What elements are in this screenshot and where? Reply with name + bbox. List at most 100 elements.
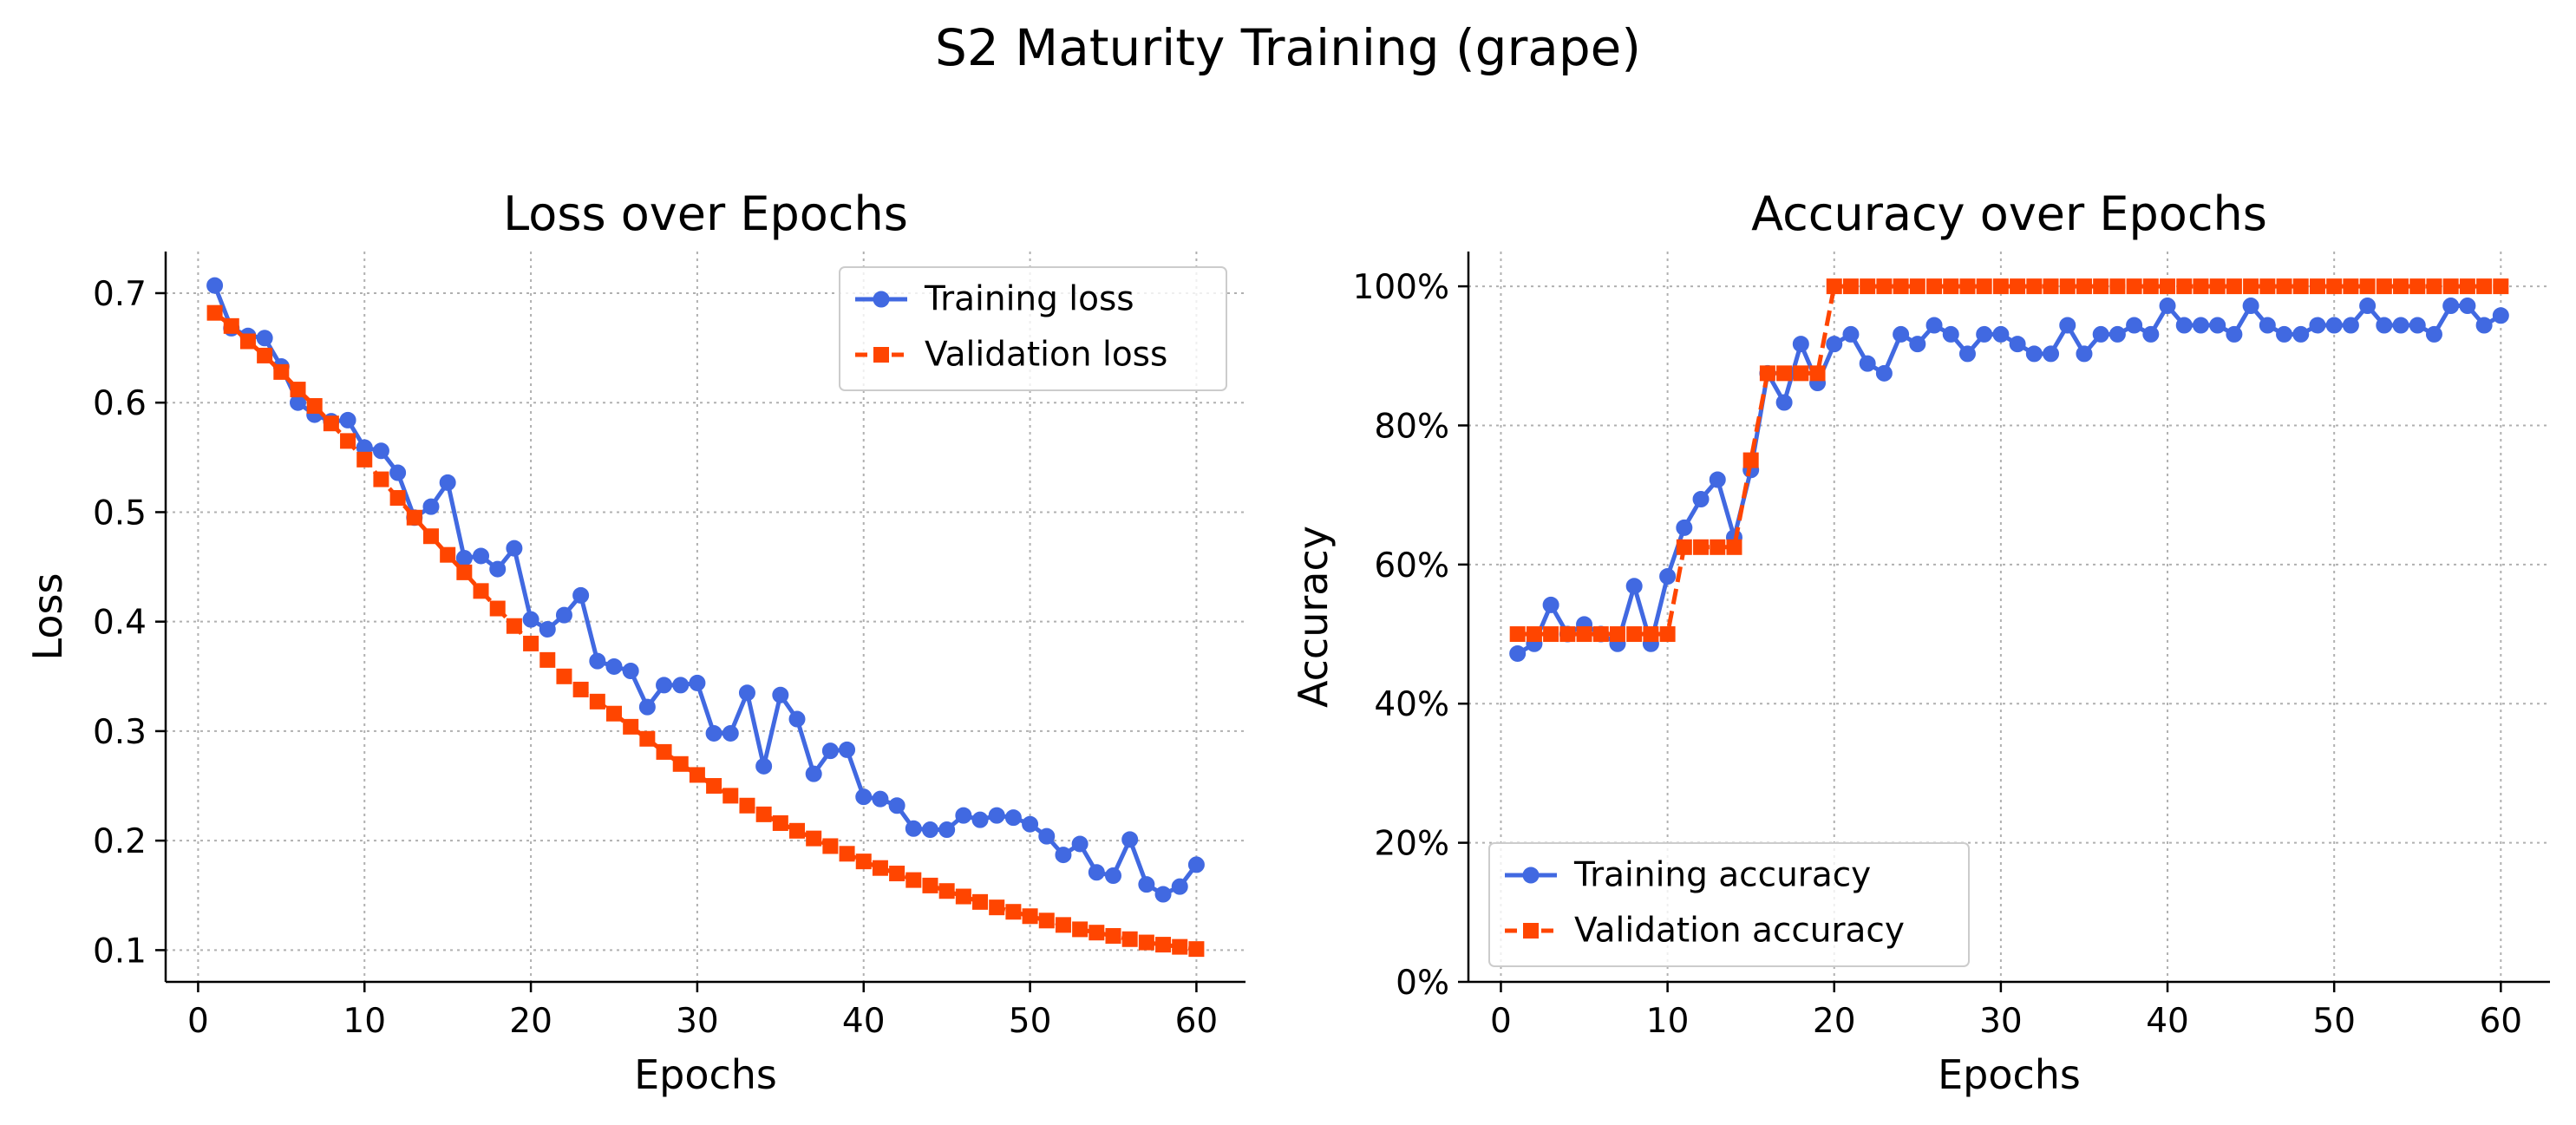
loss-chart-validation-loss-point <box>1005 904 1022 920</box>
accuracy-chart-x-axis-label: Epochs <box>1938 1051 2081 1098</box>
loss-chart-training-loss-point <box>372 442 389 460</box>
loss-chart-validation-loss-point <box>855 854 872 870</box>
accuracy-chart-legend-frame <box>1488 842 1970 967</box>
loss-chart-training-loss-point <box>955 807 972 824</box>
loss-chart-training-loss-point <box>971 811 989 828</box>
accuracy-chart-title: Accuracy over Epochs <box>1751 186 2267 241</box>
accuracy-chart-training-accuracy-point <box>1709 471 1726 488</box>
accuracy-chart-training-accuracy-point <box>1676 519 1693 536</box>
loss-chart-x-axis-label: Epochs <box>634 1051 777 1098</box>
loss-chart-training-loss-point <box>489 560 507 578</box>
accuracy-chart-validation-accuracy-point <box>1710 539 1726 555</box>
loss-chart-training-loss-point <box>1088 864 1105 881</box>
accuracy-chart-validation-accuracy-point <box>1976 278 1992 295</box>
loss-chart-validation-loss-point <box>623 718 639 735</box>
loss-chart-training-loss-point <box>339 411 356 428</box>
loss-chart-training-loss-point <box>1138 876 1155 893</box>
loss-chart-title: Loss over Epochs <box>503 186 908 241</box>
loss-chart-validation-loss-point <box>872 860 888 876</box>
accuracy-chart-validation-accuracy-point <box>2442 278 2459 295</box>
accuracy-chart-validation-accuracy-point <box>1626 626 1643 643</box>
loss-chart-training-loss-point <box>572 586 590 604</box>
loss-chart-training-loss-point <box>506 540 523 557</box>
accuracy-chart-series <box>1509 278 2509 663</box>
accuracy-chart-validation-accuracy-point <box>1809 365 1826 382</box>
loss-chart-training-loss-point <box>821 742 839 760</box>
loss-chart-validation-loss-point <box>323 415 339 432</box>
accuracy-chart-training-accuracy-point <box>2259 317 2276 334</box>
loss-chart-training-loss-point <box>839 741 856 758</box>
loss-chart-training-loss-point <box>555 606 572 624</box>
accuracy-chart-y-tick-label: 40% <box>1374 685 1449 724</box>
accuracy-chart-validation-accuracy-point <box>2043 278 2059 295</box>
loss-chart-legend-frame <box>839 266 1227 391</box>
accuracy-chart-legend-marker <box>1522 867 1540 884</box>
accuracy-chart-training-accuracy-point <box>2175 317 2193 334</box>
accuracy-chart-validation-accuracy-point <box>1842 278 1859 295</box>
loss-chart-validation-loss-point <box>456 564 473 580</box>
accuracy-chart-training-accuracy-point <box>2459 298 2476 315</box>
accuracy-chart-validation-accuracy-point <box>2243 278 2259 295</box>
accuracy-chart-validation-accuracy-point <box>1676 539 1692 555</box>
loss-chart-x-tick-label: 10 <box>343 1002 386 1041</box>
accuracy-chart-x-tick-label: 30 <box>1979 1002 2023 1041</box>
accuracy-chart-legend-symbol-training <box>1505 867 1557 884</box>
loss-chart-validation-loss-point <box>739 797 755 814</box>
loss-chart-legend-label-validation: Validation loss <box>925 336 1167 375</box>
accuracy-chart-training-accuracy-point <box>2309 317 2326 334</box>
accuracy-chart-x-tick-label: 40 <box>2146 1002 2189 1041</box>
loss-chart-validation-loss-point <box>223 317 239 334</box>
accuracy-chart-validation-accuracy-point <box>2109 278 2126 295</box>
accuracy-chart-training-accuracy-point <box>1942 325 1959 343</box>
accuracy-chart-training-accuracy-point <box>2292 325 2310 343</box>
accuracy-chart-training-accuracy-point <box>1976 325 1993 343</box>
loss-chart-training-loss-point <box>905 820 922 837</box>
loss-chart-y-tick-label: 0.5 <box>93 494 147 533</box>
loss-chart-validation-loss-point <box>972 893 989 910</box>
loss-chart-validation-loss-point <box>989 899 1005 916</box>
loss-chart-legend-marker <box>873 291 890 308</box>
loss-chart-x-tick-label: 30 <box>676 1002 719 1041</box>
loss-chart: 0 10 20 30 40 50 60 0.1 0.2 0.3 0.4 0.5 0.6 0.7 Loss … <box>24 186 1246 1098</box>
loss-chart-training-loss-point <box>256 330 273 347</box>
loss-chart-legend-label-training: Training loss <box>924 280 1134 319</box>
accuracy-chart-validation-accuracy-point <box>1526 626 1542 643</box>
accuracy-chart-training-accuracy-point <box>1625 578 1643 595</box>
loss-chart-training-loss-point <box>422 498 440 515</box>
loss-chart-training-loss-point <box>705 724 722 742</box>
accuracy-chart-training-accuracy-point <box>2409 317 2426 334</box>
accuracy-chart-validation-accuracy-point <box>2426 278 2442 295</box>
accuracy-chart-validation-accuracy-point <box>2459 278 2475 295</box>
accuracy-chart-validation-accuracy-point <box>2076 278 2092 295</box>
accuracy-chart-validation-accuracy-point <box>1576 626 1592 643</box>
loss-chart-validation-loss-point <box>340 433 356 449</box>
loss-chart-x-tick-label: 40 <box>842 1002 886 1041</box>
accuracy-chart-training-accuracy-point <box>1775 394 1793 411</box>
loss-chart-training-loss-point <box>1104 867 1121 885</box>
accuracy-chart-training-accuracy-point <box>2342 317 2359 334</box>
accuracy-chart-x-tick-label: 10 <box>1646 1002 1690 1041</box>
accuracy-chart-training-accuracy-point <box>1875 364 1893 382</box>
accuracy-chart-training-accuracy-point <box>1958 345 1976 363</box>
accuracy-chart-legend-label-validation: Validation accuracy <box>1574 912 1905 951</box>
loss-chart-validation-loss-point <box>306 397 323 414</box>
loss-chart-training-loss-point <box>772 686 789 703</box>
loss-chart-validation-loss-point <box>922 877 938 893</box>
accuracy-chart-ticks: 0 10 20 30 40 50 60 0% 20% 40% 60% 80% 100% <box>1353 268 2523 1041</box>
accuracy-chart-training-accuracy-point <box>2492 307 2509 324</box>
loss-chart-validation-loss-point <box>1121 931 1138 947</box>
accuracy-chart-training-accuracy-point <box>2359 298 2377 315</box>
accuracy-chart-validation-accuracy-point <box>2376 278 2392 295</box>
loss-chart-validation-loss-point <box>356 451 373 468</box>
accuracy-chart-training-accuracy-point <box>2009 336 2026 353</box>
accuracy-chart-training-accuracy-point <box>2226 325 2243 343</box>
accuracy-chart-validation-accuracy-point <box>1959 278 1976 295</box>
accuracy-chart-validation-accuracy-point <box>1992 278 2009 295</box>
loss-chart-validation-loss-point <box>806 830 822 847</box>
accuracy-chart-training-accuracy-point <box>2276 325 2293 343</box>
loss-chart-training-loss-point <box>522 611 539 628</box>
loss-chart-validation-loss-point <box>539 651 556 668</box>
loss-chart-validation-loss-point <box>938 883 955 899</box>
loss-chart-validation-loss-point <box>755 806 772 822</box>
